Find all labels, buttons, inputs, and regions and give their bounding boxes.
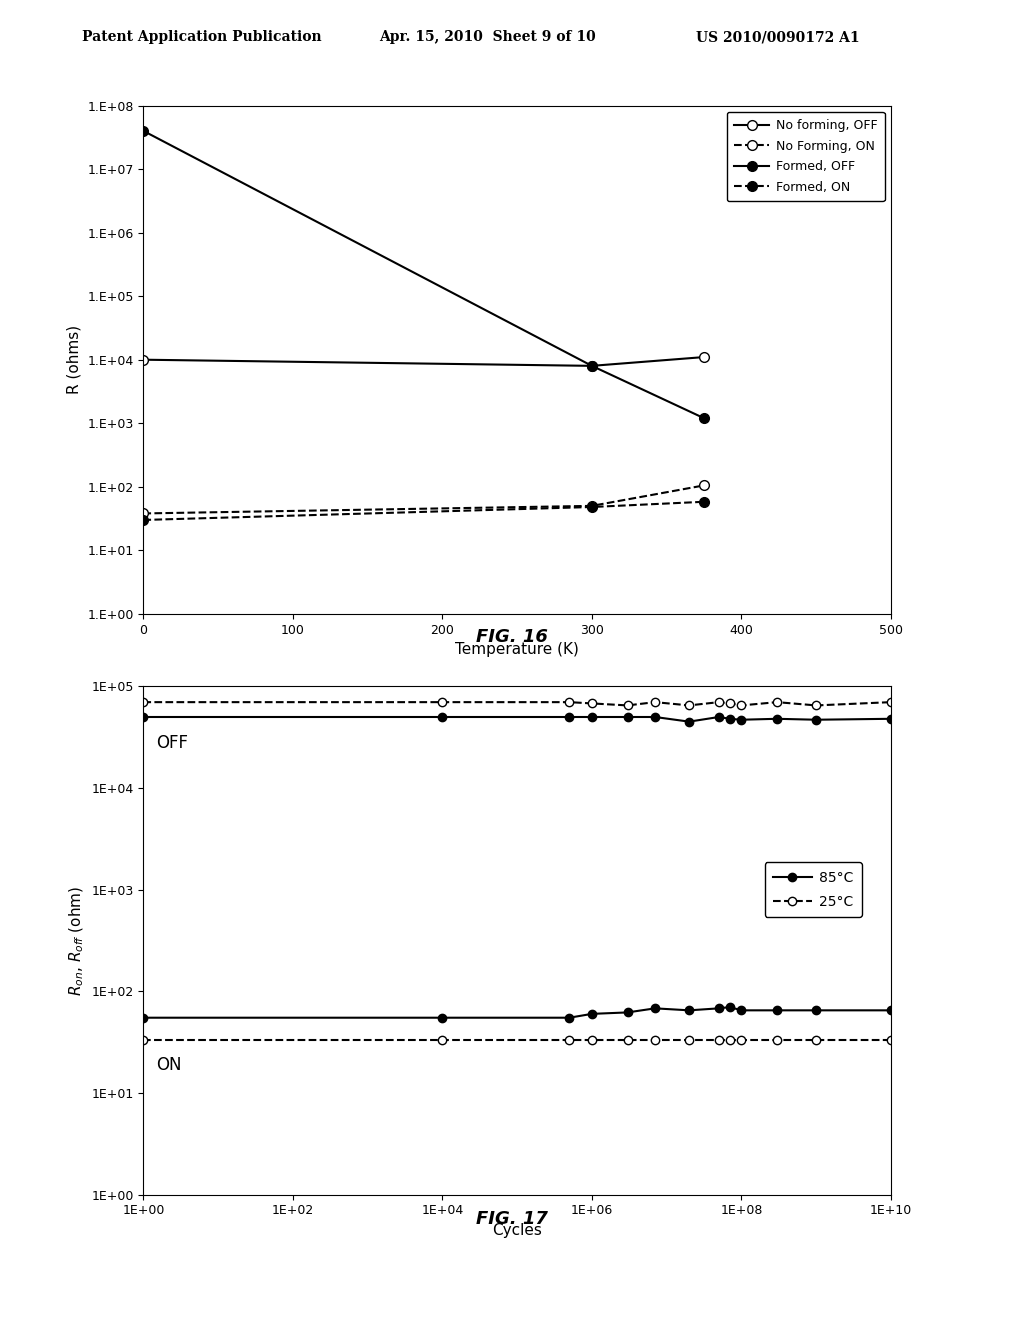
X-axis label: Temperature (K): Temperature (K) [456, 642, 579, 657]
Legend: No forming, OFF, No Forming, ON, Formed, OFF, Formed, ON: No forming, OFF, No Forming, ON, Formed,… [727, 112, 885, 202]
X-axis label: Cycles: Cycles [493, 1222, 542, 1238]
Text: Apr. 15, 2010  Sheet 9 of 10: Apr. 15, 2010 Sheet 9 of 10 [379, 30, 596, 45]
Text: OFF: OFF [157, 734, 188, 751]
Y-axis label: R (ohms): R (ohms) [67, 325, 82, 395]
Text: FIG. 17: FIG. 17 [476, 1209, 548, 1228]
Text: US 2010/0090172 A1: US 2010/0090172 A1 [696, 30, 860, 45]
Legend: 85°C, 25°C: 85°C, 25°C [765, 862, 861, 917]
Text: Patent Application Publication: Patent Application Publication [82, 30, 322, 45]
Text: FIG. 16: FIG. 16 [476, 627, 548, 645]
Text: ON: ON [157, 1056, 182, 1073]
Y-axis label: $R_{on}$, $R_{off}$ (ohm): $R_{on}$, $R_{off}$ (ohm) [68, 886, 86, 995]
